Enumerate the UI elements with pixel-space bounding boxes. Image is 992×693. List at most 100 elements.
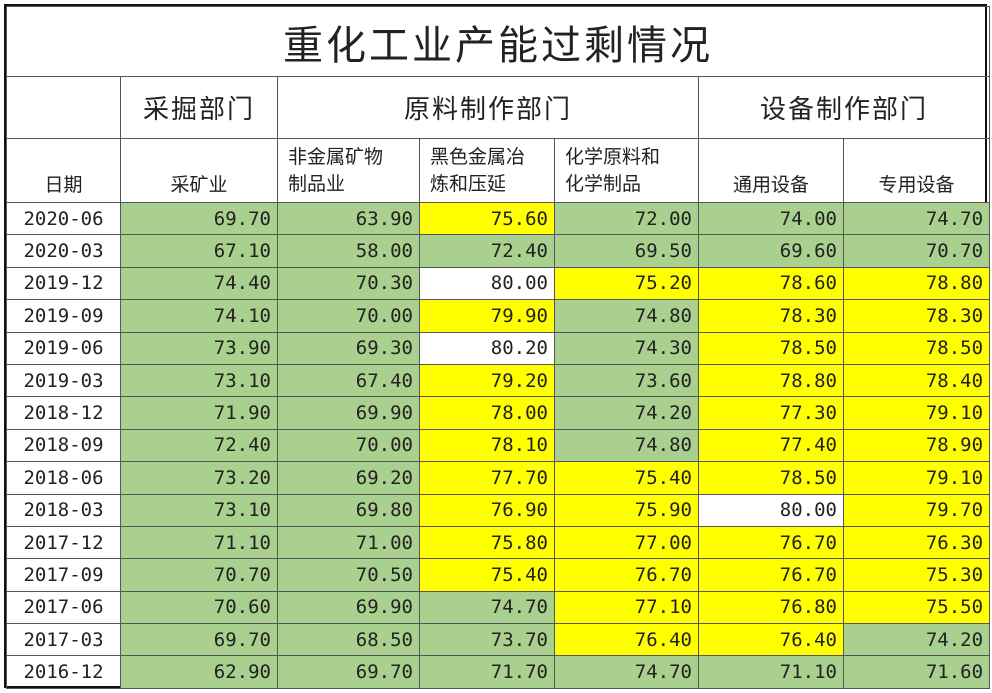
- date-cell: 2019-09: [6, 299, 121, 333]
- special-equipment-value-cell: 79.10: [842, 461, 991, 495]
- general-equipment-value-cell: 77.40: [698, 428, 844, 463]
- general-equipment-value-cell: 74.00: [698, 201, 844, 236]
- special-equipment-value-cell: 74.20: [842, 623, 991, 657]
- group-empty-cell: [6, 76, 121, 139]
- chemical-value-cell: 73.60: [554, 363, 699, 398]
- nonmetal-value-cell: 69.90: [277, 396, 420, 430]
- ferrous-value-cell: 80.20: [419, 331, 555, 365]
- nonmetal-value-cell: 70.00: [277, 299, 420, 333]
- special-equipment-value-cell: 74.70: [842, 201, 991, 236]
- table-row: 2018-09 72.40 70.00 78.10 74.80 77.40 78.90: [6, 428, 991, 463]
- mining-value-cell: 62.90: [120, 655, 278, 689]
- general-equipment-value-cell: 76.80: [698, 590, 844, 625]
- ferrous-value-cell: 78.00: [419, 396, 555, 430]
- col-chemical-line2: 化学制品: [565, 172, 642, 195]
- table-row: 2017-06 70.60 69.90 74.70 77.10 76.80 75.50: [6, 590, 991, 625]
- date-cell: 2017-06: [6, 590, 121, 625]
- ferrous-value-cell: 80.00: [419, 266, 555, 301]
- nonmetal-value-cell: 70.00: [277, 428, 420, 463]
- nonmetal-value-cell: 67.40: [277, 363, 420, 398]
- capacity-table: 重化工业产能过剩情况 采掘部门 原料制作部门 设备制作部门 日期 采矿业 非金属…: [5, 6, 991, 689]
- group-header-row: 采掘部门 原料制作部门 设备制作部门: [6, 76, 991, 139]
- date-cell: 2016-12: [6, 655, 121, 689]
- general-equipment-value-cell: 77.30: [698, 396, 844, 430]
- mining-value-cell: 69.70: [120, 623, 278, 657]
- nonmetal-value-cell: 58.00: [277, 234, 420, 268]
- chemical-value-cell: 76.40: [554, 623, 699, 657]
- column-header-row: 日期 采矿业 非金属矿物 制品业 黑色金属冶 炼和压延 化学原料和 化学制品 通…: [6, 138, 991, 203]
- ferrous-value-cell: 79.90: [419, 299, 555, 333]
- mining-value-cell: 67.10: [120, 234, 278, 268]
- col-ferrous-line1: 黑色金属冶: [430, 145, 526, 168]
- special-equipment-value-cell: 78.50: [842, 331, 991, 365]
- chemical-value-cell: 74.30: [554, 331, 699, 365]
- chemical-value-cell: 77.10: [554, 590, 699, 625]
- chemical-value-cell: 74.70: [554, 655, 699, 689]
- ferrous-value-cell: 75.80: [419, 525, 555, 560]
- nonmetal-value-cell: 69.20: [277, 461, 420, 495]
- table-row: 2018-12 71.90 69.90 78.00 74.20 77.30 79.10: [6, 396, 991, 430]
- nonmetal-value-cell: 69.90: [277, 590, 420, 625]
- date-cell: 2019-12: [6, 266, 121, 301]
- ferrous-value-cell: 78.10: [419, 428, 555, 463]
- chemical-value-cell: 74.80: [554, 299, 699, 333]
- table-title: 重化工业产能过剩情况: [5, 6, 991, 77]
- general-equipment-value-cell: 78.30: [698, 299, 844, 333]
- chemical-value-cell: 75.90: [554, 493, 699, 527]
- ferrous-value-cell: 75.60: [419, 201, 555, 236]
- general-equipment-value-cell: 76.70: [698, 558, 844, 592]
- group-equipment: 设备制作部门: [697, 76, 991, 139]
- col-ferrous-line2: 炼和压延: [430, 172, 507, 195]
- table-row: 2016-12 62.90 69.70 71.70 74.70 71.10 71.60: [6, 655, 991, 689]
- date-cell: 2019-06: [6, 331, 121, 365]
- ferrous-value-cell: 79.20: [419, 363, 555, 398]
- table-row: 2018-06 73.20 69.20 77.70 75.40 78.50 79.10: [6, 461, 991, 495]
- table-row: 2018-03 73.10 69.80 76.90 75.90 80.00 79.70: [6, 493, 991, 527]
- special-equipment-value-cell: 70.70: [842, 234, 991, 268]
- nonmetal-value-cell: 70.50: [277, 558, 420, 592]
- date-cell: 2017-12: [6, 525, 121, 560]
- special-equipment-value-cell: 79.70: [842, 493, 991, 527]
- ferrous-value-cell: 74.70: [419, 590, 555, 625]
- special-equipment-value-cell: 79.10: [842, 396, 991, 430]
- group-mining: 采掘部门: [120, 76, 278, 139]
- col-chemical: 化学原料和 化学制品: [554, 138, 699, 203]
- special-equipment-value-cell: 78.80: [842, 266, 991, 301]
- chemical-value-cell: 77.00: [554, 525, 699, 560]
- table-row: 2017-03 69.70 68.50 73.70 76.40 76.40 74.20: [6, 623, 991, 657]
- col-special-equipment: 专用设备: [842, 138, 991, 203]
- mining-value-cell: 73.20: [120, 461, 278, 495]
- chemical-value-cell: 76.70: [554, 558, 699, 592]
- date-cell: 2018-03: [6, 493, 121, 527]
- general-equipment-value-cell: 69.60: [698, 234, 844, 268]
- mining-value-cell: 70.70: [120, 558, 278, 592]
- general-equipment-value-cell: 76.70: [698, 525, 844, 560]
- ferrous-value-cell: 72.40: [419, 234, 555, 268]
- table-row: 2020-06 69.70 63.90 75.60 72.00 74.00 74.70: [6, 201, 991, 236]
- ferrous-value-cell: 75.40: [419, 558, 555, 592]
- mining-value-cell: 74.10: [120, 299, 278, 333]
- mining-value-cell: 71.10: [120, 525, 278, 560]
- title-row: 重化工业产能过剩情况: [5, 6, 991, 77]
- table-row: 2020-03 67.10 58.00 72.40 69.50 69.60 70.70: [6, 234, 991, 268]
- chemical-value-cell: 75.20: [554, 266, 699, 301]
- mining-value-cell: 73.10: [120, 493, 278, 527]
- date-cell: 2019-03: [6, 363, 121, 398]
- spreadsheet-frame: 重化工业产能过剩情况 采掘部门 原料制作部门 设备制作部门 日期 采矿业 非金属…: [4, 4, 991, 689]
- col-mining-industry: 采矿业: [120, 138, 278, 203]
- table-row: 2019-06 73.90 69.30 80.20 74.30 78.50 78.50: [6, 331, 991, 365]
- table-row: 2019-12 74.40 70.30 80.00 75.20 78.60 78.80: [6, 266, 991, 301]
- general-equipment-value-cell: 78.60: [698, 266, 844, 301]
- nonmetal-value-cell: 69.80: [277, 493, 420, 527]
- date-cell: 2017-09: [6, 558, 121, 592]
- ferrous-value-cell: 76.90: [419, 493, 555, 527]
- chemical-value-cell: 69.50: [554, 234, 699, 268]
- ferrous-value-cell: 73.70: [419, 623, 555, 657]
- general-equipment-value-cell: 78.80: [698, 363, 844, 398]
- table-row: 2019-09 74.10 70.00 79.90 74.80 78.30 78.30: [6, 299, 991, 333]
- col-ferrous: 黑色金属冶 炼和压延: [419, 138, 555, 203]
- col-chemical-line1: 化学原料和: [565, 145, 661, 168]
- general-equipment-value-cell: 80.00: [698, 493, 844, 527]
- general-equipment-value-cell: 71.10: [698, 655, 844, 689]
- col-date: 日期: [6, 138, 121, 203]
